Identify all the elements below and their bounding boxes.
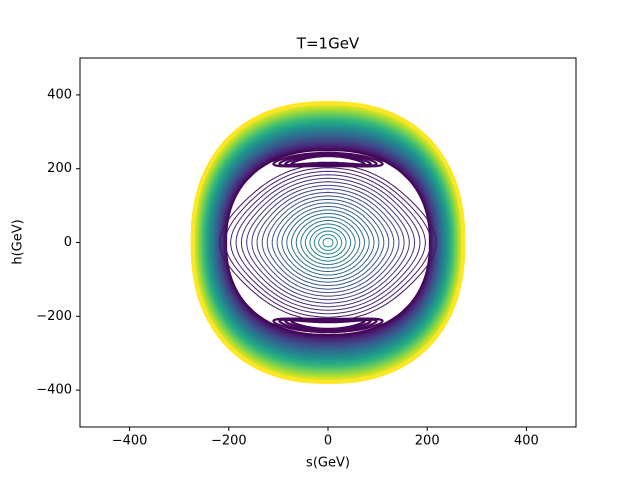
contour-line [216, 137, 440, 348]
contour-line [300, 220, 356, 265]
contour-line [322, 237, 334, 248]
contour-line [266, 195, 390, 290]
x-axis-label: s(GeV) [306, 456, 350, 471]
contour-line [290, 319, 366, 330]
contour-line [206, 122, 450, 363]
contour-line [195, 107, 461, 378]
contour-line [223, 146, 433, 339]
x-tick-label: 200 [415, 434, 440, 449]
contour-line [276, 202, 380, 283]
contour-line [281, 205, 375, 280]
x-tick-label: −200 [211, 434, 247, 449]
contour-line [219, 140, 437, 345]
contour-line [304, 223, 352, 262]
contour-line [295, 216, 361, 269]
contour-line [240, 177, 416, 308]
x-tick-label: 400 [514, 434, 539, 449]
plot-area [190, 100, 466, 385]
contour-line [224, 167, 432, 318]
contour-line [204, 120, 452, 365]
contour-line [207, 123, 449, 362]
contour-line [221, 143, 435, 342]
contour-line [256, 188, 400, 297]
y-tick-label: 200 [47, 161, 72, 176]
contour-line [318, 234, 338, 251]
contour-line [209, 127, 447, 358]
contour-line [286, 209, 370, 276]
contour-line [202, 116, 454, 369]
contour-line [222, 144, 434, 341]
contour-line [251, 184, 405, 301]
contour-line [209, 126, 447, 359]
contour-line [290, 155, 366, 166]
y-tick-label: 400 [47, 87, 72, 102]
contour-line [203, 119, 453, 366]
contour-line [313, 230, 343, 255]
chart-title: T=1GeV [296, 35, 360, 53]
contour-line [290, 213, 366, 272]
contour-line [194, 105, 462, 380]
y-tick-label: −400 [36, 383, 72, 398]
contour-line [213, 132, 443, 353]
contour-line [214, 133, 442, 352]
contour-line [271, 198, 385, 287]
contour-line [246, 181, 410, 304]
contour-line [261, 191, 395, 294]
contour-line [196, 109, 460, 376]
contour-line [199, 113, 457, 372]
x-tick-label: −400 [112, 434, 148, 449]
contour-line [211, 130, 445, 355]
contour-line [219, 163, 437, 322]
contour-line [309, 227, 347, 258]
contour-line [198, 111, 458, 374]
contour-line [201, 115, 455, 370]
y-axis-label: h(GeV) [11, 219, 26, 264]
contour-line [230, 170, 426, 315]
contour-line [215, 136, 441, 349]
contour-line [235, 174, 421, 311]
y-tick-label: 0 [64, 235, 72, 250]
y-tick-label: −200 [36, 309, 72, 324]
x-tick-label: 0 [324, 434, 332, 449]
contour-line [190, 100, 466, 385]
